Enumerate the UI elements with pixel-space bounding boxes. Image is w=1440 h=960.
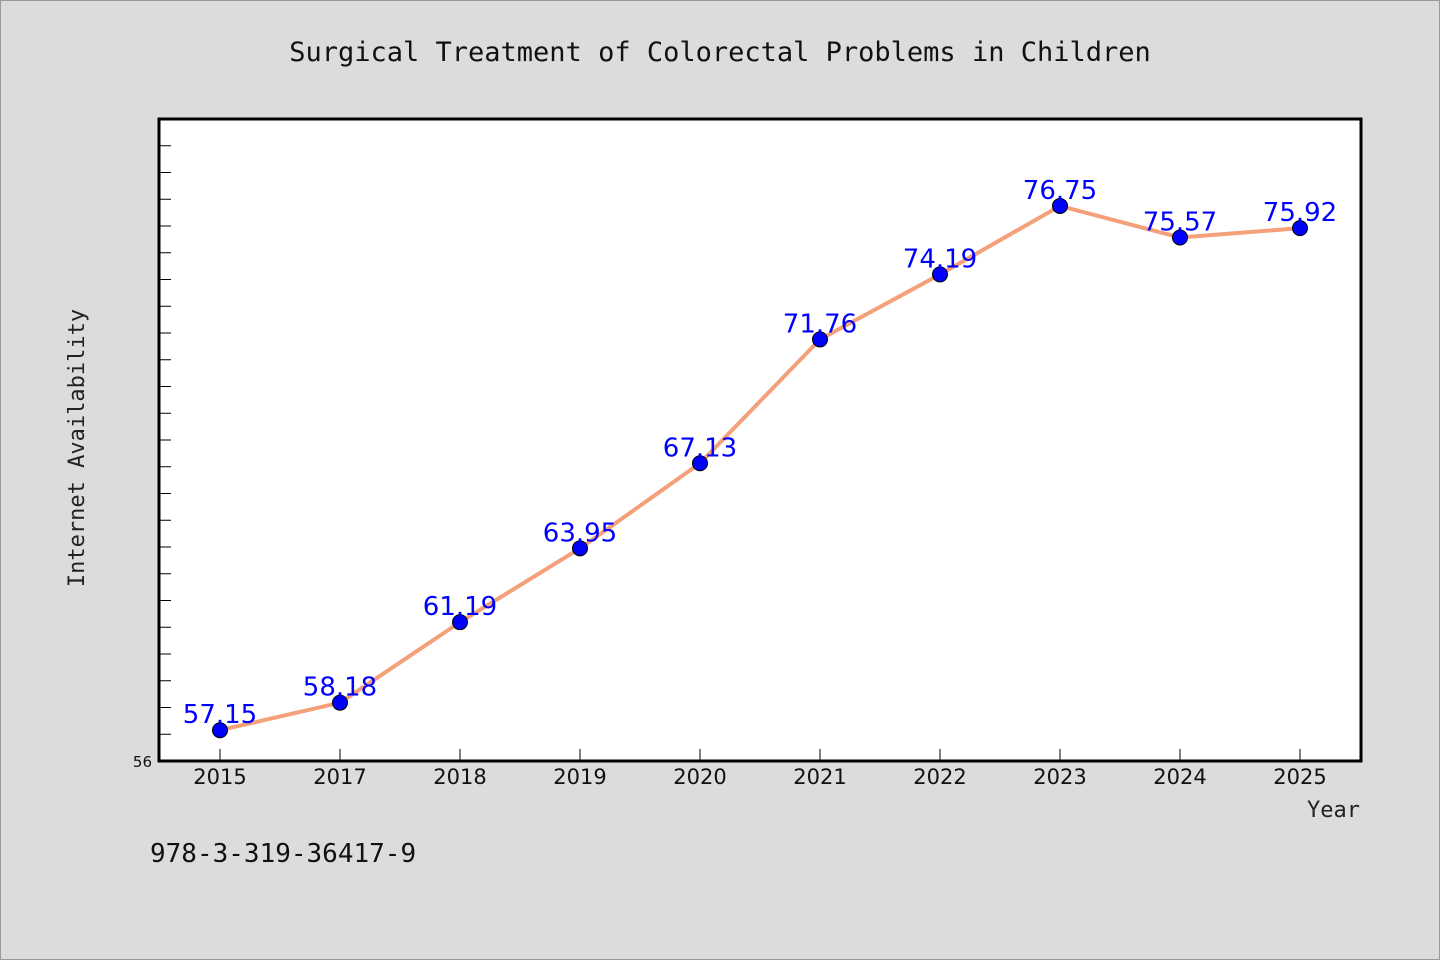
x-tick-label: 2023 [1033,765,1086,789]
data-label: 76.75 [1023,176,1097,206]
data-label: 74.19 [903,244,977,274]
x-tick-label: 2024 [1153,765,1206,789]
x-tick-label: 2022 [913,765,966,789]
x-tick-label: 2025 [1273,765,1326,789]
data-label: 57.15 [183,700,257,730]
x-tick-label: 2015 [193,765,246,789]
data-label: 63.95 [543,518,617,548]
x-axis-ticks [219,749,1301,761]
x-axis-tick-labels: 2015 2017 2018 2019 2020 2021 2022 2023 2024 2025 [193,765,1326,789]
data-point [932,266,948,283]
data-point [1172,229,1188,246]
data-point [692,455,708,472]
data-point [1052,197,1068,214]
x-tick-label: 2020 [673,765,726,789]
chart-title: Surgical Treatment of Colorectal Problem… [289,37,1151,68]
x-tick-label: 2021 [793,765,846,789]
data-label: 71.76 [783,309,857,339]
x-axis-label: Year [1307,798,1360,823]
data-label: 61.19 [423,592,497,622]
data-points [212,197,1308,739]
y-axis-ticks [159,145,171,735]
data-point [812,331,828,348]
plot-area [157,117,1363,763]
data-point [332,694,348,711]
data-point [1292,220,1308,237]
data-labels: 57.15 58.18 61.19 63.95 67.13 71.76 74.19 76.75… [183,176,1337,730]
data-label: 75.57 [1143,208,1217,238]
data-label: 58.18 [303,673,377,703]
y-tick-label: 56 [133,753,152,771]
series-line [219,203,1301,733]
data-point [452,614,468,631]
x-tick-label: 2017 [313,765,366,789]
data-label: 67.13 [663,433,737,463]
footer-isbn: 978-3-319-36417-9 [150,839,416,869]
y-axis-label: Internet Availability [65,309,90,587]
x-tick-label: 2018 [433,765,486,789]
data-point [212,722,228,739]
data-label: 75.92 [1263,198,1337,228]
x-tick-label: 2019 [553,765,606,789]
data-point [572,540,588,557]
